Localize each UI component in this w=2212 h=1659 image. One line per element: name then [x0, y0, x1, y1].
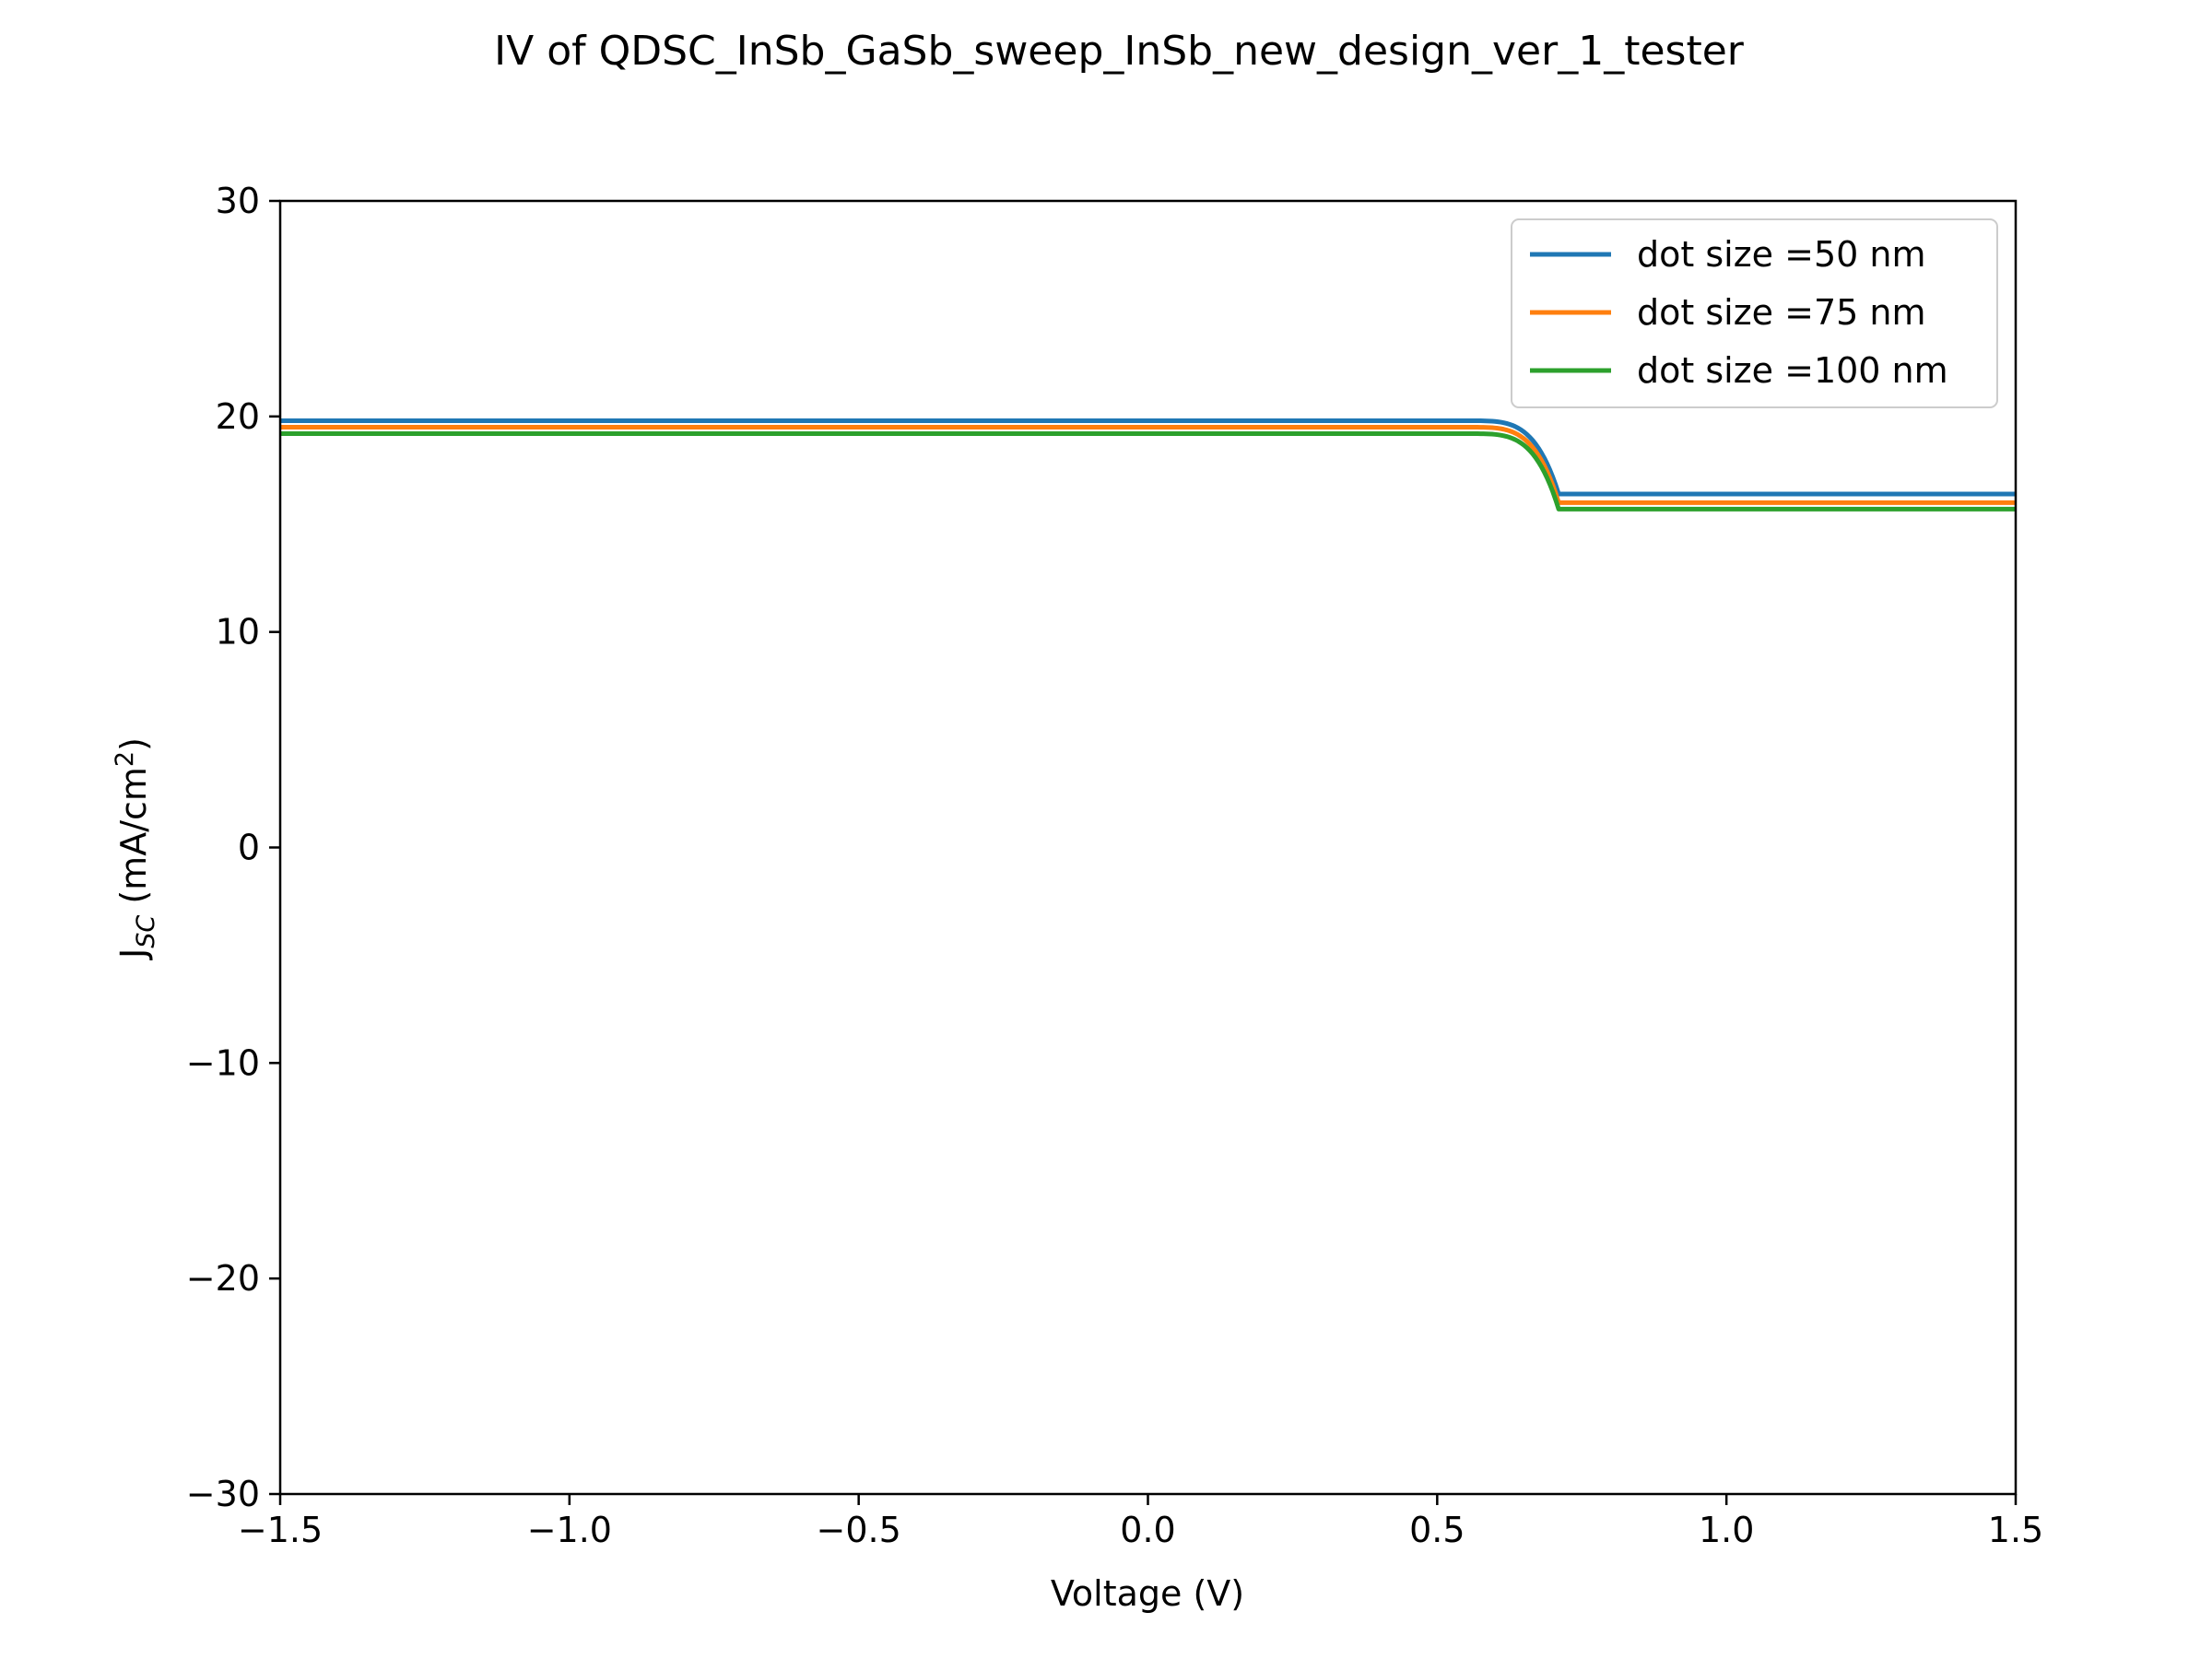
- legend: dot size =50 nm dot size =75 nm dot size =…: [1511, 218, 1998, 408]
- x-tick-label: 1.0: [1699, 1510, 1754, 1550]
- y-axis-label: JSC (mA/cm2): [111, 737, 160, 960]
- series-line: [280, 425, 2016, 505]
- y-axis-label-unit: (mA/cm: [113, 767, 154, 915]
- y-tick-label: −10: [186, 1042, 260, 1083]
- y-tick-label: 0: [238, 828, 260, 868]
- legend-items: dot size =50 nm dot size =75 nm dot size =…: [1530, 234, 1948, 391]
- x-tick-label: −1.0: [527, 1510, 612, 1550]
- y-axis-label-close: ): [113, 737, 154, 751]
- y-tick-label: 30: [216, 181, 260, 221]
- x-tick-label: 1.5: [1988, 1510, 2043, 1550]
- y-tick-label: 20: [216, 396, 260, 437]
- y-axis: −30 −20 −10 0 10 20 30: [186, 181, 280, 1514]
- x-tick-label: 0.5: [1409, 1510, 1465, 1550]
- y-tick-label: −30: [186, 1474, 260, 1514]
- legend-box: [1511, 218, 1998, 408]
- chart-title: IV of QDSC_InSb_GaSb_sweep_InSb_new_desi…: [494, 28, 1745, 75]
- x-tick-label: −1.5: [238, 1510, 323, 1550]
- legend-label: dot size =50 nm: [1637, 234, 1925, 275]
- legend-label: dot size =75 nm: [1637, 292, 1925, 333]
- plot-area: [280, 418, 2016, 512]
- y-tick-label: 10: [216, 612, 260, 653]
- y-axis-label-superscript: 2: [111, 751, 139, 767]
- series-line: [280, 418, 2016, 497]
- y-axis-label-subscript: SC: [132, 915, 160, 948]
- x-tick-label: −0.5: [817, 1510, 901, 1550]
- series-line: [280, 431, 2016, 512]
- x-axis-label: Voltage (V): [1051, 1573, 1244, 1614]
- x-tick-label: 0.0: [1120, 1510, 1175, 1550]
- y-tick-label: −20: [186, 1258, 260, 1299]
- y-axis-label-main: J: [113, 948, 154, 960]
- series-group: [280, 418, 2016, 512]
- x-axis: −1.5 −1.0 −0.5 0.0 0.5 1.0 1.5: [238, 1494, 2043, 1550]
- legend-label: dot size =100 nm: [1637, 350, 1948, 391]
